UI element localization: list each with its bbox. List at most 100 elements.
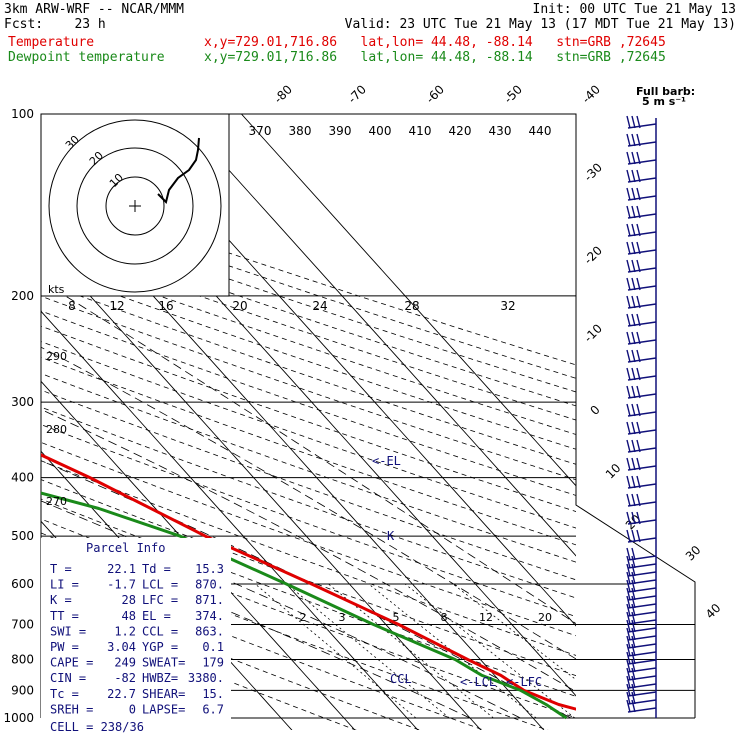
parcel-info-cell: CELL = 238/36 xyxy=(50,720,144,734)
wind-barb xyxy=(626,133,657,147)
theta-label: 370 xyxy=(249,124,272,138)
dewpoint-profile xyxy=(41,491,568,720)
pressure-label: 700 xyxy=(11,617,34,631)
temperature-legend-info: x,y=729.01,716.86 lat,lon= 44.48, -88.14… xyxy=(204,35,666,50)
isotherm-label: 10 xyxy=(603,461,624,482)
parcel-info-value: 15.3 xyxy=(195,562,224,576)
dry-adiabat-label: 280 xyxy=(46,423,67,436)
hodograph-ring xyxy=(76,147,194,265)
mixing-ratio-label: 20 xyxy=(538,611,552,624)
theta-label: 380 xyxy=(289,124,312,138)
parcel-info-value: 179 xyxy=(202,656,224,670)
theta-label: 430 xyxy=(489,124,512,138)
isotherm-label: 40 xyxy=(703,601,724,622)
parcel-info-label: TT = xyxy=(50,609,79,623)
parcel-info-label: LCL = xyxy=(142,578,178,592)
parcel-info-value: 0.1 xyxy=(202,640,224,654)
parcel-info-label: SREH = xyxy=(50,702,93,716)
parcel-info-label: HWBZ= xyxy=(142,671,178,685)
dry-adiabat-line xyxy=(41,560,485,730)
wind-barb xyxy=(626,385,657,399)
dry-adiabat-line xyxy=(41,498,576,697)
parcel-info-label: CIN = xyxy=(50,671,86,685)
mixing-ratio-line xyxy=(254,583,417,719)
isotherm-label: -20 xyxy=(581,243,605,267)
speed-tick-label: 8 xyxy=(68,299,76,313)
wind-barb xyxy=(626,259,657,273)
pressure-label: 200 xyxy=(11,289,34,303)
parcel-info-box xyxy=(41,538,231,730)
isotherm-line xyxy=(241,114,576,487)
parcel-info-title: Parcel Info xyxy=(86,541,165,555)
init-time: Init: 00 UTC Tue 21 May 13 xyxy=(532,2,737,17)
parcel-info-value: 870. xyxy=(195,578,224,592)
wind-barb xyxy=(626,493,657,507)
parcel-info-value: 48 xyxy=(122,609,136,623)
temperature-legend-label: Temperature xyxy=(8,35,95,50)
theta-label: 420 xyxy=(449,124,472,138)
wind-barb xyxy=(626,313,657,327)
dry-adiabat-line xyxy=(41,295,576,481)
mixing-ratio-label: 2 xyxy=(300,611,307,624)
mixing-ratio-label: 3 xyxy=(339,611,346,624)
wind-barb xyxy=(626,439,657,453)
pressure-label: 600 xyxy=(11,577,34,591)
barb-legend-value: 5 m s⁻¹ xyxy=(642,95,686,108)
mixing-ratio-label: 8 xyxy=(441,611,448,624)
parcel-info-value: -82 xyxy=(114,671,136,685)
dry-adiabat-line xyxy=(41,539,549,730)
parcel-info-value: 22.1 xyxy=(107,562,136,576)
wind-barb xyxy=(626,151,657,165)
wind-barb xyxy=(626,475,657,489)
dry-adiabat-line xyxy=(41,604,357,730)
parcel-info-value: 15. xyxy=(202,687,224,701)
dewpoint-legend-info: x,y=729.01,716.86 lat,lon= 44.48, -88.14… xyxy=(204,50,666,65)
pressure-label: 400 xyxy=(11,471,34,485)
wind-barb xyxy=(626,169,657,183)
isotherm-line xyxy=(178,114,576,557)
theta-label: 390 xyxy=(329,124,352,138)
wind-barb xyxy=(626,421,657,435)
speed-tick-label: 24 xyxy=(312,299,327,313)
pressure-label: 100 xyxy=(11,107,34,121)
parcel-info-label: T = xyxy=(50,562,72,576)
dry-adiabat-line xyxy=(41,389,576,581)
dry-adiabat-line xyxy=(41,356,576,546)
wind-barb xyxy=(626,295,657,309)
parcel-info-label: SWEAT= xyxy=(142,656,185,670)
mixing-ratio-line xyxy=(404,583,576,719)
parcel-info-label: YGP = xyxy=(142,640,178,654)
parcel-info-value: 871. xyxy=(195,593,224,607)
parcel-info-value: 249 xyxy=(114,656,136,670)
wind-barb xyxy=(626,115,657,129)
speed-tick-label: 16 xyxy=(158,299,173,313)
parcel-info-value: 28 xyxy=(122,593,136,607)
theta-label: 440 xyxy=(529,124,552,138)
pressure-label: 500 xyxy=(11,529,34,543)
speed-tick-label: 12 xyxy=(109,299,124,313)
barb-legend-title: Full barb: xyxy=(636,85,695,98)
wind-barb xyxy=(626,241,657,255)
speed-tick-label: 32 xyxy=(500,299,515,313)
wind-barb xyxy=(626,403,657,417)
dry-adiabat-line xyxy=(41,267,576,450)
speed-tick-label: 20 xyxy=(232,299,247,313)
mixing-ratio-label: 12 xyxy=(479,611,493,624)
wind-barb xyxy=(626,529,657,543)
parcel-info-label: Tc = xyxy=(50,687,79,701)
parcel-info-label: PW = xyxy=(50,640,79,654)
isotherm-label: -60 xyxy=(423,82,447,106)
dry-adiabat-line xyxy=(41,582,421,730)
isotherm-line xyxy=(115,114,576,627)
pressure-label: 800 xyxy=(11,652,34,666)
k-marker: K xyxy=(387,529,395,543)
moist-adiabat-line xyxy=(41,532,471,719)
parcel-info-value: 1.2 xyxy=(114,624,136,638)
wind-barb xyxy=(626,511,657,525)
wind-barb xyxy=(626,349,657,363)
parcel-info-value: -1.7 xyxy=(107,578,136,592)
isotherm-label: -70 xyxy=(345,82,369,106)
dry-adiabat-line xyxy=(41,281,576,465)
isotherm-label: -10 xyxy=(581,321,605,345)
